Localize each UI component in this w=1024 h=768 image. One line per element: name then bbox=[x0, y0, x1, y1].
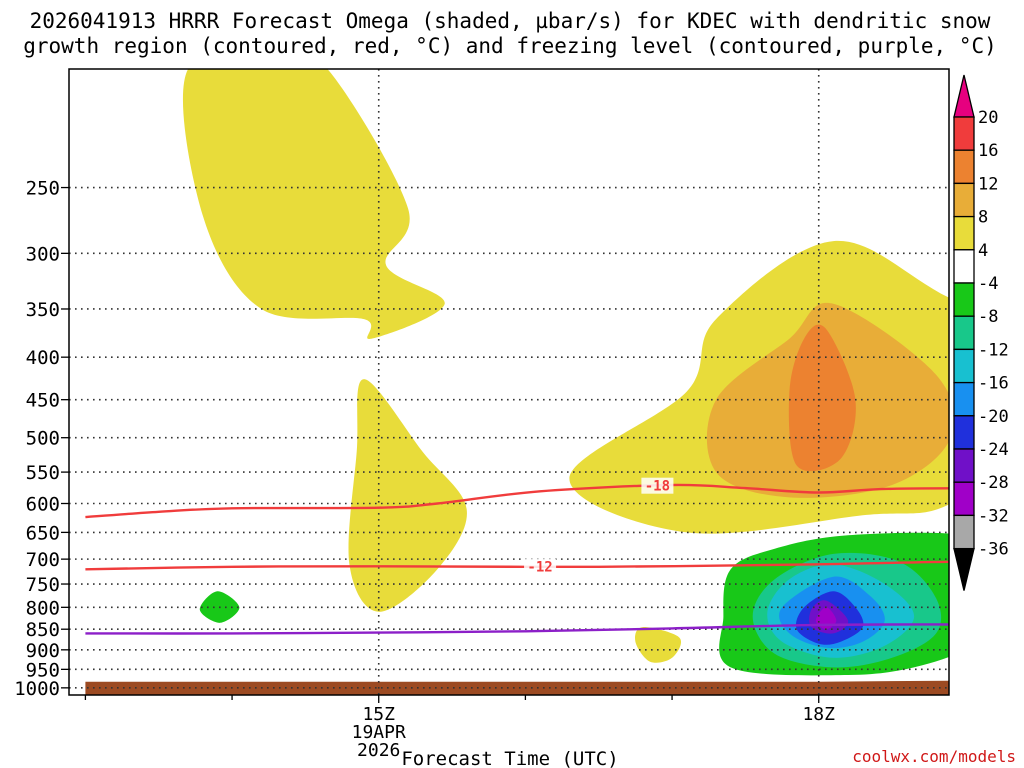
y-tick-label-300: 300 bbox=[26, 243, 60, 265]
dgz-contour--18-line bbox=[85, 483, 949, 519]
y-tick-label-250: 250 bbox=[26, 178, 60, 200]
x-axis-label: Forecast Time (UTC) bbox=[401, 748, 618, 768]
chart-title-line-1: 2026041913 HRRR Forecast Omega (shaded, … bbox=[30, 9, 991, 33]
colorbar-box-9 bbox=[953, 381, 975, 417]
x-tick-year-15Z: 2026 bbox=[357, 740, 400, 761]
y-tick-label-450: 450 bbox=[26, 390, 60, 412]
colorbar-box-7 bbox=[953, 315, 975, 351]
dgz-contour--18-label-0: -18 bbox=[645, 479, 670, 495]
colorbar-label-8: -16 bbox=[978, 374, 1009, 394]
colorbar-label-1: 16 bbox=[978, 141, 998, 161]
colorbar-label-11: -28 bbox=[978, 473, 1009, 493]
colorbar: 20 16 12 8 4 -4 -8 -12 -16 -20 -24 -28 -32 -36 bbox=[953, 74, 1009, 591]
colorbar-label-10: -24 bbox=[978, 440, 1009, 460]
dgz-contour--12-label-bg-0 bbox=[524, 558, 557, 575]
colorbar-top-triangle bbox=[953, 74, 975, 118]
colorbar-label-6: -8 bbox=[978, 307, 998, 327]
gridlines bbox=[69, 69, 949, 695]
y-tick-label-900: 900 bbox=[26, 640, 60, 662]
terrain-ground bbox=[85, 680, 949, 695]
y-tick-label-500: 500 bbox=[26, 428, 60, 450]
x-tick-date-15Z: 19APR bbox=[352, 722, 406, 743]
colorbar-box-10 bbox=[953, 415, 975, 450]
freezing-level-contour-line bbox=[85, 623, 949, 635]
y-axis: 2503003504004505005506006507007508008509… bbox=[14, 178, 69, 700]
y-tick-label-650: 650 bbox=[26, 522, 60, 544]
x-tick-label-15Z: 15Z bbox=[362, 704, 395, 725]
colorbar-box-12 bbox=[953, 481, 975, 517]
colorbar-box-11 bbox=[953, 448, 975, 483]
y-tick-label-600: 600 bbox=[26, 494, 60, 516]
dgz-contour--18-label-bg-0 bbox=[641, 477, 674, 494]
x-tick-label-18Z: 18Z bbox=[802, 704, 835, 725]
omega-region-left-mid-lift bbox=[348, 379, 467, 612]
y-tick-label-800: 800 bbox=[26, 597, 60, 619]
dgz-contour--12-line bbox=[85, 560, 949, 571]
colorbar-box-2 bbox=[953, 149, 975, 185]
dgz-contour--12-label-0: -12 bbox=[527, 560, 552, 576]
colorbar-box-4 bbox=[953, 215, 975, 251]
colorbar-box-3 bbox=[953, 182, 975, 218]
colorbar-label-2: 12 bbox=[978, 174, 998, 194]
plot-frame bbox=[68, 68, 950, 696]
colorbar-label-12: -32 bbox=[978, 506, 1009, 526]
terrain-fill bbox=[85, 680, 949, 695]
colorbar-box-6 bbox=[953, 282, 975, 317]
omega-region-small-lift-18z bbox=[634, 627, 682, 663]
contour-lines: -18-18-18-120 bbox=[85, 477, 949, 635]
y-tick-label-400: 400 bbox=[26, 347, 60, 369]
y-tick-label-850: 850 bbox=[26, 619, 60, 641]
colorbar-label-9: -20 bbox=[978, 407, 1009, 427]
y-tick-label-550: 550 bbox=[26, 462, 60, 484]
y-tick-label-350: 350 bbox=[26, 299, 60, 321]
x-axis: 15Z19APR202618Z21Z00Z20APR03Z06Z bbox=[84, 695, 835, 761]
colorbar-box-13 bbox=[953, 514, 975, 550]
chart-title-line-2: growth region (contoured, red, °C) and f… bbox=[23, 34, 997, 58]
colorbar-label-13: -36 bbox=[978, 540, 1009, 560]
y-tick-label-700: 700 bbox=[26, 549, 60, 571]
watermark: coolwx.com/models bbox=[852, 747, 1016, 766]
y-tick-label-750: 750 bbox=[26, 574, 60, 596]
y-tick-label-1000: 1000 bbox=[14, 678, 60, 700]
y-tick-label-950: 950 bbox=[26, 659, 60, 681]
colorbar-label-5: -4 bbox=[978, 274, 998, 294]
omega-region-center-lift-12 bbox=[788, 324, 856, 472]
colorbar-label-7: -12 bbox=[978, 340, 1009, 360]
colorbar-label-4: 4 bbox=[978, 241, 988, 261]
colorbar-box-1 bbox=[953, 116, 975, 151]
omega-region-upper-left-lift bbox=[183, 69, 445, 339]
colorbar-label-3: 8 bbox=[978, 208, 988, 228]
colorbar-box-5 bbox=[953, 249, 975, 284]
colorbar-bottom-triangle bbox=[953, 547, 975, 591]
colorbar-box-8 bbox=[953, 348, 975, 384]
colorbar-label-0: 20 bbox=[978, 108, 998, 128]
